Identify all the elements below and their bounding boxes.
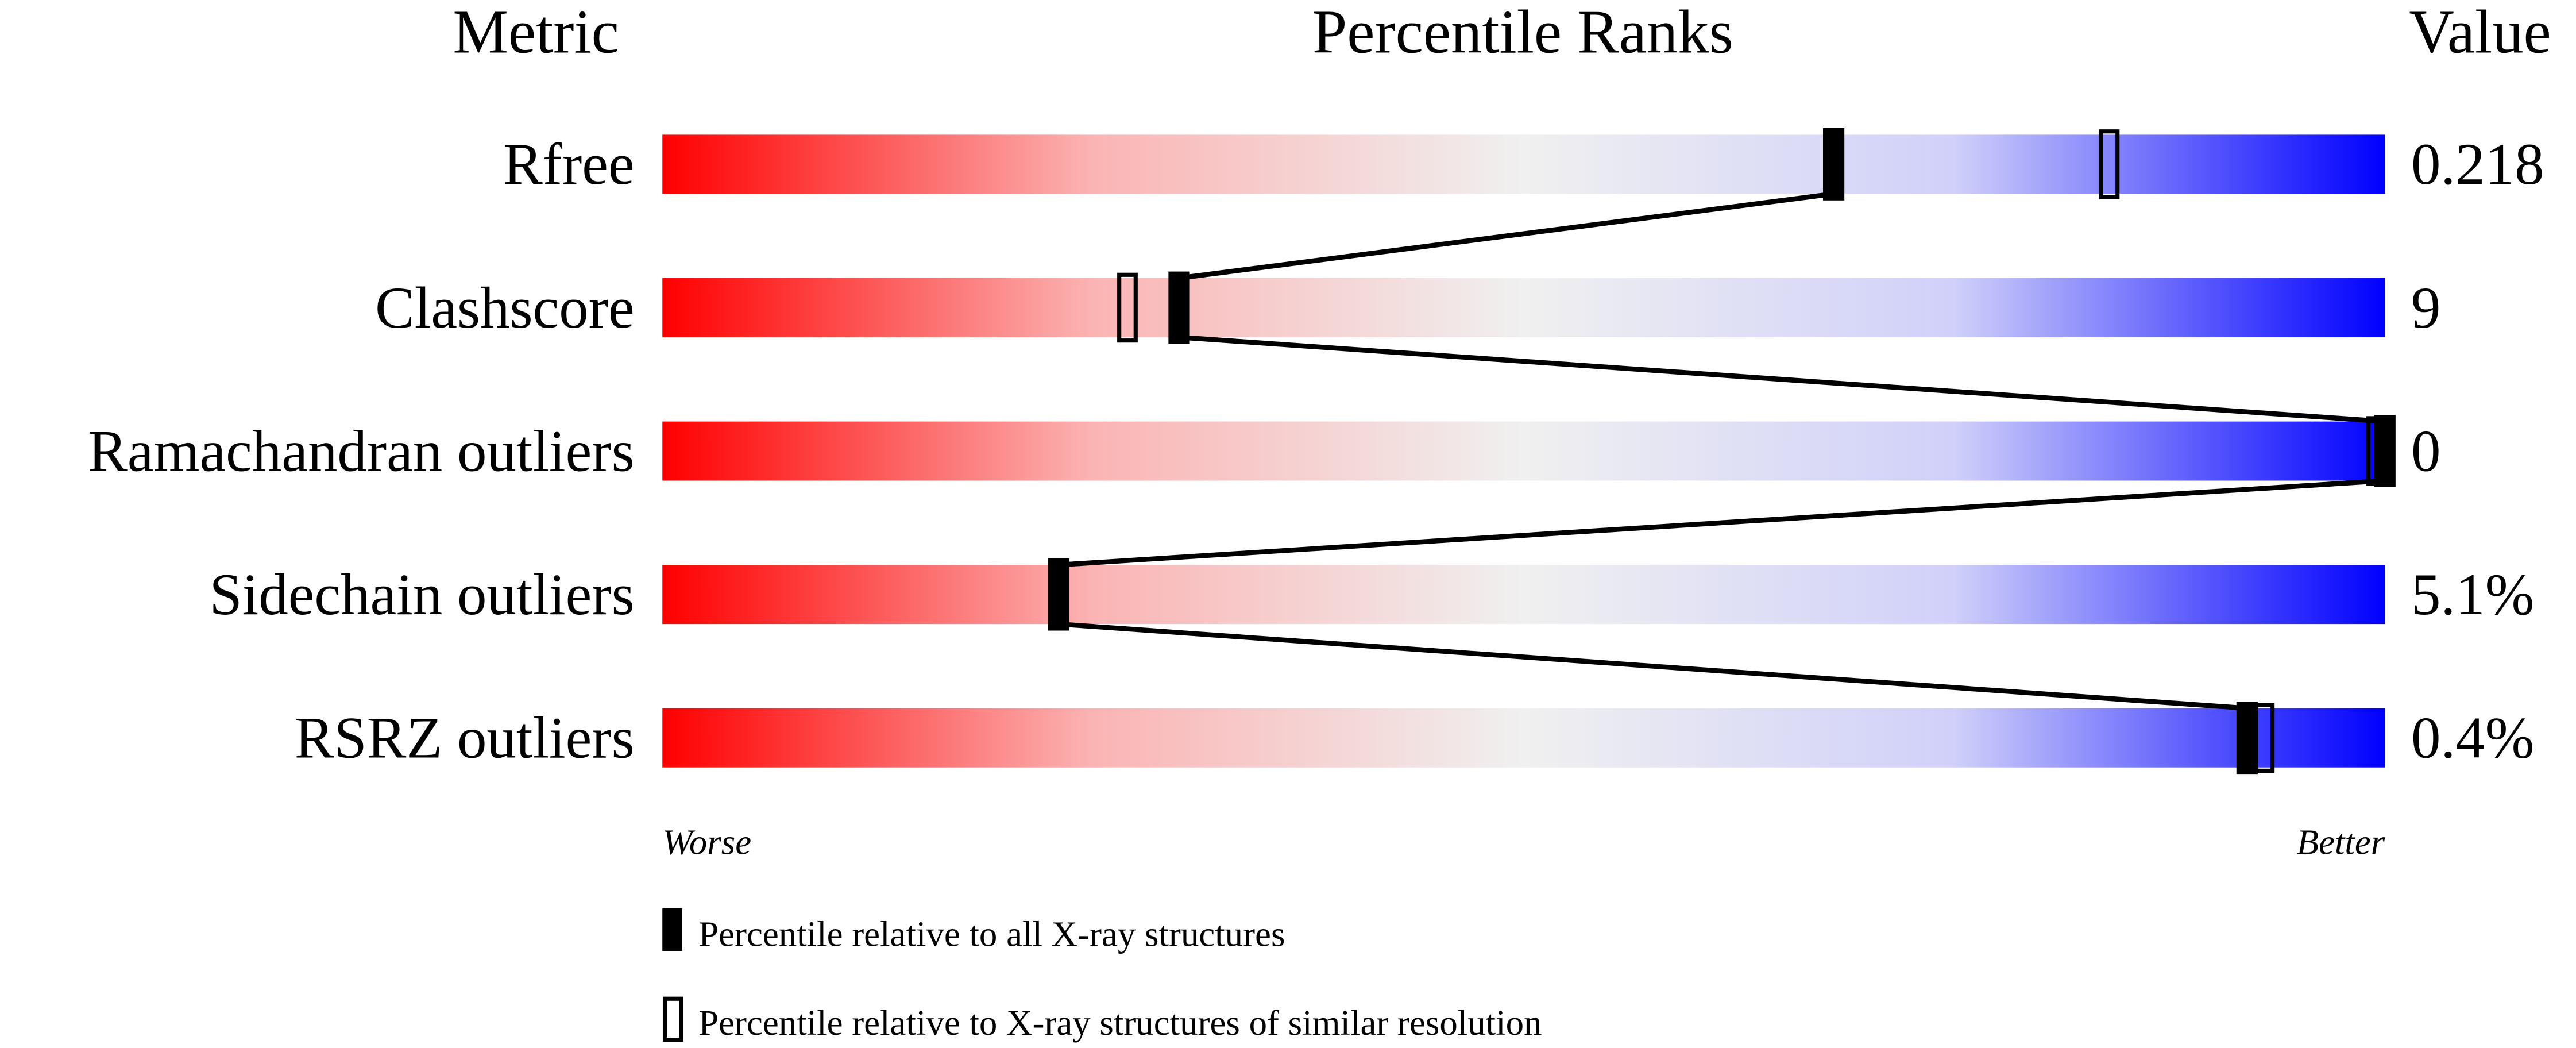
marker-all-structures xyxy=(2236,702,2258,775)
metric-label: Sidechain outliers xyxy=(209,562,634,627)
metric-label: Ramachandran outliers xyxy=(88,418,635,484)
header-percentile-ranks: Percentile Ranks xyxy=(1312,0,1733,66)
percentile-bar xyxy=(662,134,2385,194)
axis-label-worse: Worse xyxy=(662,822,751,862)
header-metric: Metric xyxy=(453,0,619,66)
metric-value: 0 xyxy=(2411,418,2440,484)
percentile-bar xyxy=(662,708,2385,768)
connector-line xyxy=(1179,334,2385,424)
percentile-bar xyxy=(662,421,2385,481)
metric-label: RSRZ outliers xyxy=(295,706,635,771)
header-value: Value xyxy=(2409,0,2551,66)
legend-open-marker xyxy=(662,996,683,1042)
percentile-bar xyxy=(662,278,2385,337)
marker-similar-resolution xyxy=(2099,129,2120,199)
legend-label-all: Percentile relative to all X-ray structu… xyxy=(698,914,1285,954)
metric-value: 9 xyxy=(2411,275,2440,341)
marker-all-structures xyxy=(1168,271,1190,344)
legend-label-similar: Percentile relative to X-ray structures … xyxy=(698,1003,1542,1043)
connector-line xyxy=(1058,621,2247,711)
connector-line xyxy=(1058,478,2385,568)
metric-value: 0.4% xyxy=(2411,706,2534,771)
marker-similar-resolution xyxy=(1117,272,1138,343)
marker-all-structures xyxy=(1048,558,1069,631)
legend-filled-marker xyxy=(662,908,682,951)
percentile-bar xyxy=(662,565,2385,625)
marker-all-structures xyxy=(1822,128,1845,201)
connector-line xyxy=(1179,191,1835,281)
metric-value: 5.1% xyxy=(2411,562,2534,627)
marker-all-structures xyxy=(2374,415,2396,487)
metric-value: 0.218 xyxy=(2411,132,2544,197)
axis-label-better: Better xyxy=(2297,822,2385,862)
metric-label: Rfree xyxy=(503,132,635,197)
metric-label: Clashscore xyxy=(375,275,635,341)
